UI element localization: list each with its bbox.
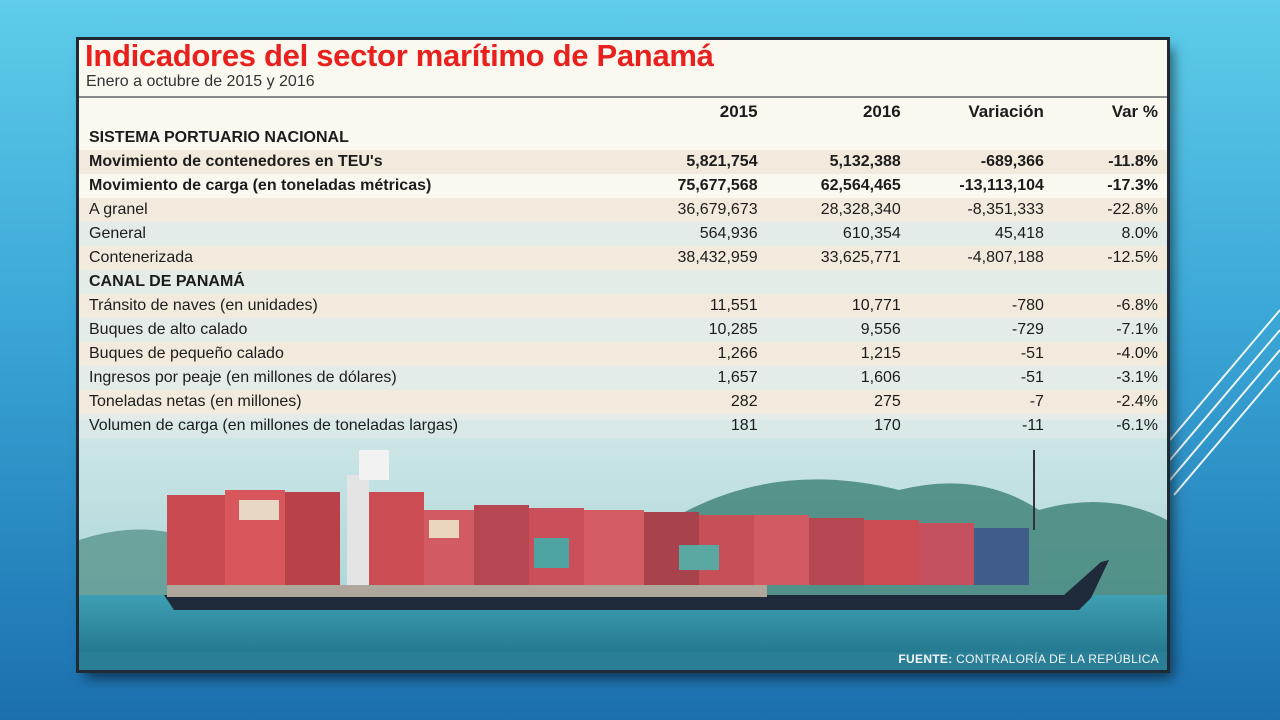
- container-ship-image: [79, 420, 1167, 670]
- cell-var-pct: 8.0%: [1121, 225, 1158, 242]
- cell-variacion: -8,351,333: [967, 201, 1044, 218]
- table-row: Contenerizada 38,432,959 33,625,771 -4,8…: [79, 246, 1167, 270]
- cell-variacion: -51: [1020, 345, 1044, 362]
- table-row: Ingresos por peaje (en millones de dólar…: [79, 366, 1167, 390]
- table-row: Buques de pequeño calado 1,266 1,215 -51…: [79, 342, 1167, 366]
- column-header-2015: 2015: [719, 102, 758, 121]
- cell-variacion: -7: [1029, 393, 1044, 410]
- row-label: Volumen de carga (en millones de tonelad…: [89, 417, 459, 434]
- cell-variacion: -689,366: [980, 153, 1044, 170]
- row-label: Contenerizada: [89, 249, 194, 266]
- cell-2016: 33,625,771: [820, 249, 901, 266]
- section-heading-portuario: SISTEMA PORTUARIO NACIONAL: [89, 129, 349, 146]
- cell-var-pct: -17.3%: [1107, 177, 1158, 194]
- cell-variacion: -780: [1011, 297, 1044, 314]
- decorative-diagonal-lines: [1170, 309, 1280, 496]
- table-row: Toneladas netas (en millones) 282 275 -7…: [79, 390, 1167, 414]
- source-prefix: FUENTE:: [898, 652, 953, 666]
- row-label: Buques de pequeño calado: [89, 345, 284, 362]
- cell-2015: 564,936: [699, 225, 758, 242]
- table-row: General 564,936 610,354 45,418 8.0%: [79, 222, 1167, 246]
- cell-var-pct: -22.8%: [1107, 201, 1158, 218]
- row-label: Movimiento de carga (en toneladas métric…: [89, 177, 432, 194]
- cell-2016: 610,354: [842, 225, 901, 242]
- table-row: Movimiento de contenedores en TEU's 5,82…: [79, 150, 1167, 174]
- cell-var-pct: -4.0%: [1116, 345, 1158, 362]
- cell-2016: 9,556: [860, 321, 901, 338]
- column-header-var-pct: Var %: [1111, 102, 1158, 121]
- cell-variacion: -51: [1020, 369, 1044, 386]
- table-row: Buques de alto calado 10,285 9,556 -729 …: [79, 318, 1167, 342]
- cell-2016: 10,771: [851, 297, 901, 314]
- cell-var-pct: -3.1%: [1116, 369, 1158, 386]
- cell-var-pct: -12.5%: [1107, 249, 1158, 266]
- cell-2015: 10,285: [708, 321, 758, 338]
- cell-variacion: -11: [1022, 417, 1044, 434]
- row-label: Toneladas netas (en millones): [89, 393, 302, 410]
- cell-variacion: 45,418: [995, 225, 1044, 242]
- cell-2015: 1,657: [717, 369, 758, 386]
- indicators-table: 2015 2016 Variación Var % SISTEMA PORTUA…: [79, 98, 1167, 438]
- cell-var-pct: -6.1%: [1116, 417, 1158, 434]
- row-label: General: [89, 225, 146, 242]
- cell-var-pct: -6.8%: [1116, 297, 1158, 314]
- cell-2015: 1,266: [717, 345, 758, 362]
- cell-2015: 11,551: [709, 297, 758, 314]
- cell-variacion: -4,807,188: [967, 249, 1044, 266]
- cell-2015: 36,679,673: [677, 201, 758, 218]
- table-row: Volumen de carga (en millones de tonelad…: [79, 414, 1167, 438]
- subtitle: Enero a octubre de 2015 y 2016: [86, 73, 315, 90]
- source-text: CONTRALORÍA DE LA REPÚBLICA: [952, 652, 1159, 666]
- table-row: A granel 36,679,673 28,328,340 -8,351,33…: [79, 198, 1167, 222]
- cell-2016: 1,606: [860, 369, 901, 386]
- cell-var-pct: -11.8%: [1108, 153, 1158, 170]
- row-label: Buques de alto calado: [89, 321, 248, 338]
- cell-2015: 75,677,568: [677, 177, 758, 194]
- cell-2015: 5,821,754: [686, 153, 758, 170]
- table-header-row: 2015 2016 Variación Var %: [79, 98, 1167, 126]
- section-heading-canal: CANAL DE PANAMÁ: [89, 273, 245, 290]
- cell-2016: 170: [874, 417, 901, 434]
- title-divider: [79, 96, 1167, 98]
- column-header-2016: 2016: [862, 102, 901, 121]
- section-heading-row: CANAL DE PANAMÁ: [79, 270, 1167, 294]
- cell-2016: 275: [874, 393, 901, 410]
- page-title: Indicadores del sector marítimo de Panam…: [85, 40, 714, 73]
- cell-2016: 5,132,388: [829, 153, 901, 170]
- cell-var-pct: -2.4%: [1116, 393, 1158, 410]
- infographic-card: Indicadores del sector marítimo de Panam…: [79, 40, 1167, 670]
- row-label: A granel: [89, 201, 148, 218]
- cell-2015: 282: [730, 393, 758, 410]
- table-row: Movimiento de carga (en toneladas métric…: [79, 174, 1167, 198]
- cell-2016: 1,215: [860, 345, 901, 362]
- cell-2015: 38,432,959: [677, 249, 758, 266]
- column-header-variacion: Variación: [968, 102, 1044, 121]
- row-label: Tránsito de naves (en unidades): [89, 297, 318, 314]
- cell-variacion: -729: [1011, 321, 1044, 338]
- cell-var-pct: -7.1%: [1116, 321, 1158, 338]
- row-label: Ingresos por peaje (en millones de dólar…: [89, 369, 397, 386]
- row-label: Movimiento de contenedores en TEU's: [89, 153, 383, 170]
- table-row: Tránsito de naves (en unidades) 11,551 1…: [79, 294, 1167, 318]
- cell-2016: 28,328,340: [820, 201, 901, 218]
- cell-2015: 181: [730, 417, 758, 434]
- cell-variacion: -13,113,104: [959, 177, 1044, 194]
- source-credit: FUENTE: CONTRALORÍA DE LA REPÚBLICA: [898, 652, 1159, 666]
- cell-2016: 62,564,465: [820, 177, 901, 194]
- section-heading-row: SISTEMA PORTUARIO NACIONAL: [79, 126, 1167, 150]
